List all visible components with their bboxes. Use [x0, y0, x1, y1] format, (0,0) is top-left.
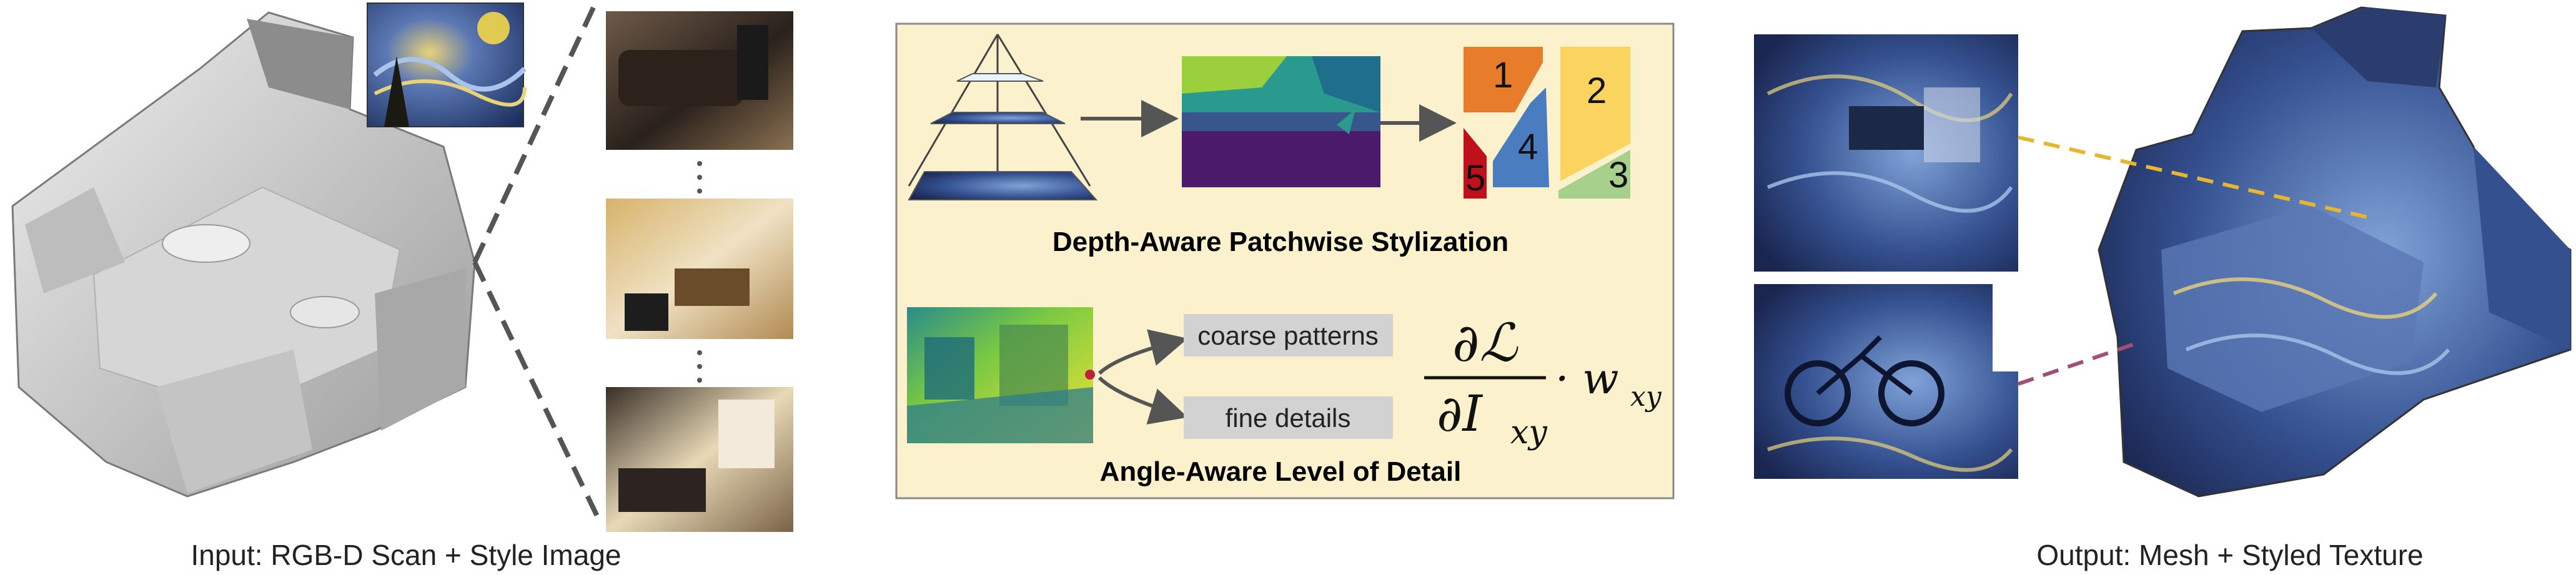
patch-label-5: 5	[1465, 158, 1485, 199]
formula-numerator: ∂ℒ	[1452, 312, 1518, 373]
patch-2	[1560, 47, 1630, 181]
formula-denominator: ∂I	[1437, 385, 1483, 443]
input-gray-mesh	[11, 11, 476, 498]
patch-label-3: 3	[1608, 155, 1628, 195]
connector-gold	[2018, 135, 2374, 220]
styled-mesh	[2098, 6, 2572, 498]
depth-stage-title: Depth-Aware Patchwise Stylization	[1053, 227, 1508, 257]
gradient-formula: ∂ℒ ∂I xy · w xy	[1424, 312, 1662, 451]
styled-view-2	[1754, 284, 2018, 479]
patch-5	[1464, 128, 1487, 199]
formula-weight: · w	[1555, 355, 1618, 404]
patch-label-4: 4	[1518, 127, 1538, 167]
angle-stage-title: Angle-Aware Level of Detail	[1100, 456, 1462, 487]
output-caption: Output: Mesh + Styled Texture	[2036, 539, 2423, 571]
patch-label-1: 1	[1493, 55, 1513, 96]
patch-1	[1464, 47, 1543, 112]
patch-4	[1493, 87, 1549, 187]
coarse-patterns-pill	[1184, 314, 1393, 356]
depth-map	[1182, 56, 1380, 187]
arrow-to-coarse	[1097, 329, 1188, 375]
style-image	[367, 2, 527, 127]
patch-label-2: 2	[1587, 71, 1607, 111]
connector-plum	[2018, 342, 2137, 386]
frame-ellipsis-1	[697, 161, 702, 194]
zoom-line-bottom	[472, 261, 602, 523]
formula-denominator-sub: xy	[1510, 414, 1547, 451]
arrow-to-fine	[1097, 376, 1188, 425]
styled-view-1	[1754, 34, 2018, 272]
fine-details-pill	[1184, 396, 1393, 439]
formula-weight-sub: xy	[1630, 381, 1662, 413]
angle-map	[907, 307, 1095, 443]
frame-ellipsis-2	[697, 350, 702, 383]
fine-details-label: fine details	[1226, 403, 1351, 433]
input-caption: Input: RGB-D Scan + Style Image	[191, 539, 621, 571]
coarse-patterns-label: coarse patterns	[1197, 321, 1379, 350]
zoom-line-top	[472, 6, 596, 263]
patch-3	[1558, 150, 1630, 199]
rgb-frame-2	[606, 199, 793, 339]
patch-decomposition	[1464, 47, 1630, 199]
rgb-frame-1	[606, 11, 793, 150]
rgb-frame-3	[606, 387, 793, 532]
image-pyramid	[908, 34, 1098, 200]
